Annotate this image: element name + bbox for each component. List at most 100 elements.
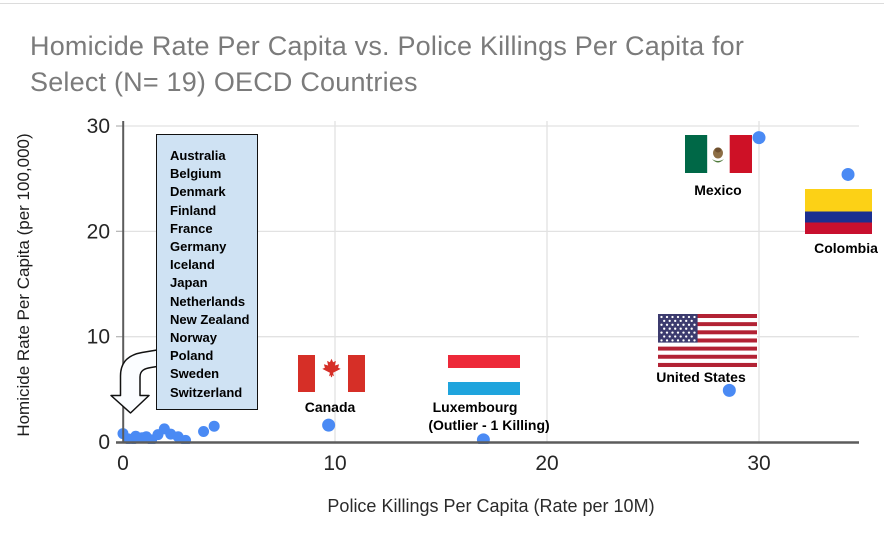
- colombia-flag-icon: [805, 189, 872, 234]
- us-flag-stripe: [658, 346, 757, 351]
- luxembourg-flag-stripe: [448, 355, 520, 368]
- country-list-item: Denmark: [170, 184, 226, 200]
- us-flag-star: [682, 323, 685, 326]
- canada-flag-icon: [298, 355, 365, 392]
- us-flag-icon: [658, 314, 757, 368]
- x-tick-label-0: 0: [117, 452, 129, 475]
- us-flag-stripe: [658, 354, 757, 359]
- us-flag-star: [687, 331, 691, 334]
- us-flag-star: [682, 331, 685, 334]
- x-tick-label-30: 30: [747, 452, 770, 475]
- us-label: United States: [656, 369, 746, 385]
- country-list-item: Iceland: [170, 257, 215, 273]
- us-flag-star: [682, 315, 685, 319]
- us-flag-star: [660, 323, 663, 326]
- us-flag-star: [665, 315, 669, 319]
- country-list-item: Sweden: [170, 366, 220, 382]
- data-point-cluster: [180, 434, 192, 444]
- us-flag-stripe: [658, 338, 757, 343]
- country-list-item: Poland: [170, 348, 214, 364]
- colombia-label: Colombia: [814, 240, 878, 256]
- us-flag-star: [687, 315, 691, 319]
- chart-title: Homicide Rate Per Capita vs. Police Kill…: [30, 28, 810, 100]
- us-flag-star: [679, 327, 682, 330]
- mexico-flag-icon: [685, 135, 752, 173]
- country-list-item: Japan: [170, 275, 208, 291]
- chart-top-border: [0, 3, 884, 4]
- us-flag-star: [679, 319, 682, 323]
- mexico-flag-band: [729, 135, 752, 173]
- us-flag-star: [682, 339, 685, 342]
- country-list-item: Australia: [170, 148, 226, 163]
- us-flag-star: [671, 323, 674, 326]
- country-list-item: Netherlands: [170, 293, 246, 309]
- maple-leaf-icon: [322, 358, 341, 378]
- chart-title-line-1: Homicide Rate Per Capita vs. Police Kill…: [30, 31, 745, 61]
- luxembourg-label: Luxembourg: [433, 399, 518, 415]
- us-flag-star: [690, 327, 693, 330]
- us-flag-star: [690, 335, 693, 338]
- us-flag-star: [693, 315, 696, 319]
- luxembourg-label: (Outlier - 1 Killing): [428, 417, 549, 433]
- us-flag-stripe: [658, 322, 757, 327]
- annotation-arrow-icon: [110, 349, 158, 414]
- colombia-flag-stripe: [805, 189, 872, 212]
- us-flag-star: [674, 319, 677, 323]
- us-flag-star: [687, 323, 691, 326]
- mexico-flag-band: [685, 135, 708, 173]
- luxembourg-flag-icon: [448, 355, 520, 395]
- country-list-item: Switzerland: [170, 384, 243, 400]
- y-tick-label-0: 0: [98, 431, 110, 454]
- us-flag-star: [660, 339, 663, 342]
- us-flag-star: [693, 331, 696, 334]
- us-flag-star: [671, 331, 674, 334]
- us-flag-star: [674, 335, 677, 338]
- y-tick-label-30: 30: [87, 115, 110, 138]
- canada-label: Canada: [305, 399, 356, 415]
- x-tick-label-10: 10: [323, 452, 346, 475]
- us-flag-star: [676, 339, 680, 342]
- us-flag-stripe: [658, 318, 757, 323]
- country-list-item: Belgium: [170, 166, 222, 182]
- mexico-flag-emblem: [712, 159, 724, 163]
- country-list-item: Finland: [170, 202, 217, 218]
- us-flag-star: [663, 319, 666, 323]
- data-points-group: [117, 131, 855, 444]
- us-flag-stripe: [658, 314, 757, 319]
- us-flag-star: [668, 327, 671, 330]
- us-flag-star: [668, 335, 671, 338]
- mexico-label: Mexico: [694, 182, 741, 198]
- us-flag-star: [690, 319, 693, 323]
- us-flag-stripe: [658, 358, 757, 363]
- country-list-item: Norway: [170, 330, 217, 346]
- data-point-canada: [322, 418, 336, 432]
- y-tick-label-20: 20: [87, 220, 110, 243]
- data-point-us: [722, 383, 736, 397]
- us-flag-star: [663, 327, 666, 330]
- us-flag-stripe: [658, 362, 757, 368]
- us-flag-stripe: [658, 342, 757, 347]
- us-flag-star: [665, 331, 669, 334]
- us-flag-stripe: [658, 330, 757, 335]
- us-flag-star: [693, 323, 696, 326]
- us-flag-star: [685, 327, 688, 330]
- colombia-flag-stripe: [805, 222, 872, 234]
- data-point-mexico: [752, 131, 766, 145]
- x-axis-title: Police Killings Per Capita (Rate per 10M…: [327, 496, 655, 516]
- data-point-colombia: [841, 167, 855, 181]
- data-point-cluster: [208, 420, 220, 432]
- chart-title-line-2: Select (N= 19) OECD Countries: [30, 67, 418, 97]
- y-axis-title: Homicide Rate Per Capita (per 100,000): [14, 133, 33, 437]
- us-flag-star: [674, 327, 677, 330]
- us-flag-stripe: [658, 326, 757, 331]
- country-list-annotation-box: Australia Belgium Denmark Finland France Germ…: [156, 134, 258, 410]
- us-flag-star: [676, 331, 680, 334]
- x-tick-label-20: 20: [535, 452, 558, 475]
- data-point-cluster: [198, 425, 210, 437]
- y-tick-label-10: 10: [87, 326, 110, 349]
- us-flag-star: [668, 319, 671, 323]
- us-flag-stripe: [658, 334, 757, 339]
- colombia-flag-stripe: [805, 211, 872, 223]
- us-flag-stripe: [658, 350, 757, 355]
- us-flag-star: [665, 339, 669, 342]
